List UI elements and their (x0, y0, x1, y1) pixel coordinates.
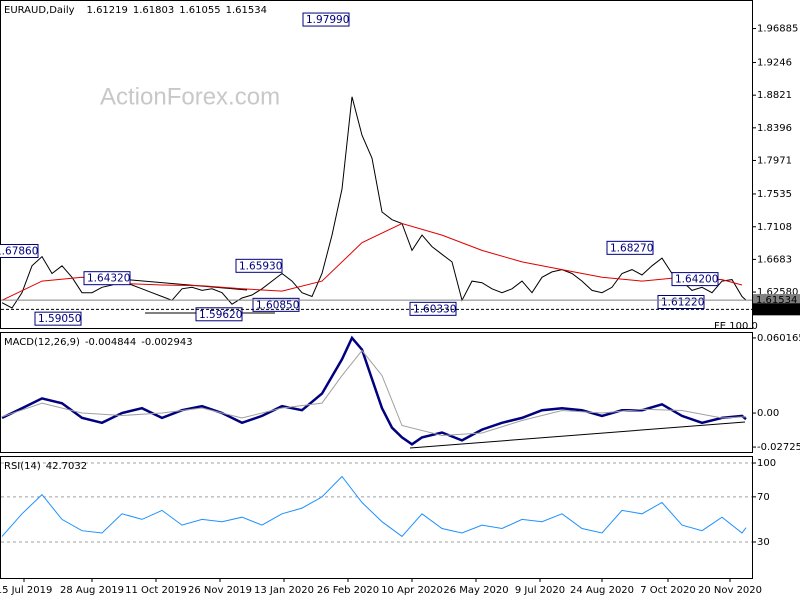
annotation-box (657, 294, 705, 309)
x-tick-label: 15 Jul 2019 (0, 585, 52, 596)
header-value: RSI(14) (4, 461, 41, 472)
annotation-label: 1.60330 (413, 303, 456, 315)
price-marker-label: 1.60330 (756, 304, 797, 315)
series-line (1, 349, 747, 437)
y-tick-label: 1.7971 (757, 155, 792, 166)
annotation: 1.64320 (83, 271, 131, 286)
annotation-label: 1.97990 (306, 14, 349, 26)
header-value: 1.61219 (87, 5, 128, 16)
annotation-label: 1.64200 (675, 274, 718, 286)
y-tick-label: 1.6683 (757, 254, 792, 265)
x-tick-label: 28 Aug 2019 (60, 585, 124, 596)
header-value: MACD(12,26,9) (4, 337, 80, 348)
annotation: 1.67860 (0, 243, 39, 258)
annotation-box (606, 240, 654, 255)
pane-frame (0, 332, 753, 453)
annotation: 1.59050 (34, 311, 82, 326)
annotation-box (0, 243, 39, 258)
fe-label: FE 100.0 (714, 321, 758, 332)
x-tick-label: 11 Oct 2019 (125, 585, 187, 596)
x-tick-label: 26 Nov 2019 (188, 585, 252, 596)
annotation-label: 1.68270 (610, 242, 653, 254)
header-value: 1.61055 (179, 5, 220, 16)
series-group (1, 335, 747, 446)
annotation-box (195, 307, 243, 322)
pane-frame (0, 0, 753, 329)
annotation: 1.64200 (671, 272, 719, 287)
header-value: 1.61803 (133, 5, 174, 16)
y-tick-label: 1.62580 (757, 287, 798, 298)
series-line (1, 222, 743, 301)
pane-header: EURAUD,Daily 1.61219 1.61803 1.61055 1.61534 (4, 5, 267, 16)
y-tick-label: 1.96885 (757, 24, 798, 35)
annotation: 1.61220 (657, 294, 705, 309)
x-tick-label: 26 May 2020 (443, 585, 508, 596)
x-tick-label: 20 Nov 2020 (698, 585, 762, 596)
y-tick-label: 100 (757, 458, 776, 469)
series-line (1, 335, 747, 446)
series-group (1, 475, 747, 538)
pane-header: RSI(14) 42.7032 (4, 461, 87, 472)
y-tick-label: 1.9246 (757, 58, 792, 69)
annotation: 1.97990 (302, 12, 350, 27)
annotation-label: 1.61220 (661, 296, 704, 308)
header-value: EURAUD,Daily (4, 5, 75, 16)
x-tick-label: 24 Aug 2020 (570, 585, 634, 596)
annotation-box (302, 12, 350, 27)
watermark: ActionForex.com (100, 83, 280, 110)
pane-header: MACD(12,26,9) -0.004844 -0.002943 (4, 337, 193, 348)
y-tick-label: 1.8396 (757, 123, 792, 134)
annotation-label: 1.59050 (38, 313, 81, 325)
price-marker (753, 294, 800, 307)
price-marker-label: 1.61534 (756, 295, 797, 306)
series-line (1, 475, 747, 538)
annotation: 1.65930 (235, 258, 283, 273)
x-tick-label: 10 Apr 2020 (381, 585, 443, 596)
x-tick-label: 26 Feb 2020 (317, 585, 379, 596)
annotation: 1.59620 (195, 307, 243, 322)
annotation-label: 1.59620 (199, 309, 242, 321)
y-tick-label: 1.7535 (757, 189, 792, 200)
header-value: 42.7032 (46, 461, 87, 472)
annotation-label: 1.67860 (0, 245, 38, 257)
y-tick-label: 0.00 (757, 408, 779, 419)
annotation-box (83, 271, 131, 286)
x-tick-label: 7 Oct 2020 (640, 585, 695, 596)
y-tick-label: 0.060165 (757, 333, 800, 344)
x-tick-label: 13 Jan 2020 (254, 585, 314, 596)
annotation: 1.68270 (606, 240, 654, 255)
header-value: 1.61534 (226, 5, 267, 16)
y-tick-label: -0.02725 (757, 442, 800, 453)
trend-line (409, 421, 746, 449)
annotation-label: 1.65930 (239, 260, 282, 272)
header-value: -0.004844 (85, 337, 136, 348)
y-tick-label: 70 (757, 492, 770, 503)
annotation-box (235, 258, 283, 273)
y-tick-label: 1.8821 (757, 90, 792, 101)
annotation-label: 1.60850 (256, 299, 299, 311)
annotation-box (671, 272, 719, 287)
pane-frame (0, 456, 753, 579)
annotation-label: 1.64320 (87, 273, 130, 285)
x-tick-label: 9 Jul 2020 (515, 585, 565, 596)
annotation: 1.60850 (252, 297, 300, 312)
header-value: -0.002943 (141, 337, 192, 348)
annotation-box (252, 297, 300, 312)
annotation-box (34, 311, 82, 326)
y-tick-label: 30 (757, 537, 770, 548)
price-marker (753, 303, 800, 316)
y-tick-label: 1.7108 (757, 222, 792, 233)
